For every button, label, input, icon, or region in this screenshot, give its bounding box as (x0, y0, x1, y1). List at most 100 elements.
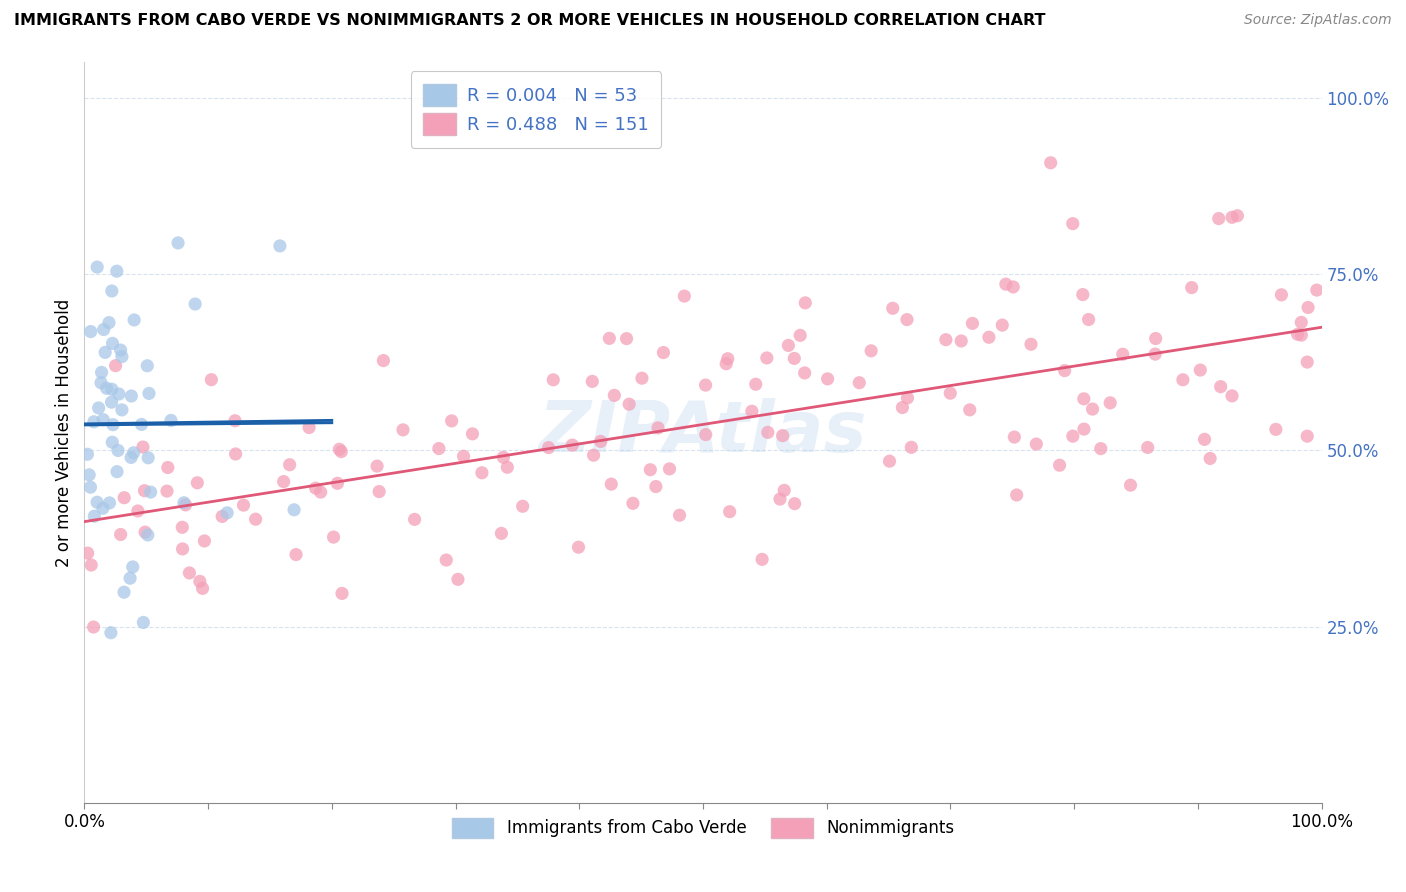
Point (598, 331, 620, 345)
Point (1264, 422, 1286, 436)
Point (1296, 355, 1319, 369)
Point (658, 462, 681, 476)
Point (91, 412, 114, 426)
Point (80, 325, 103, 339)
Point (512, 500, 534, 514)
Point (794, 296, 817, 310)
Point (647, 421, 669, 435)
Point (581, 375, 603, 389)
Point (167, 235, 190, 250)
Point (225, 447, 247, 461)
Point (322, 530, 344, 544)
Y-axis label: 2 or more Vehicles in Household: 2 or more Vehicles in Household (55, 299, 73, 566)
Point (1181, 280, 1204, 294)
Point (879, 454, 901, 468)
Point (96, 381, 118, 395)
Point (714, 357, 737, 371)
Point (111, 403, 134, 417)
Point (232, 498, 254, 512)
Point (1291, 328, 1313, 343)
Point (589, 434, 612, 449)
Point (718, 505, 741, 519)
Point (1306, 283, 1329, 297)
Point (621, 496, 644, 510)
Point (191, 582, 214, 596)
Point (537, 441, 560, 455)
Point (1220, 211, 1243, 225)
Point (136, 450, 159, 465)
Point (76, 447, 98, 461)
Point (1073, 422, 1095, 436)
Point (1081, 402, 1104, 417)
Point (139, 485, 162, 500)
Point (193, 533, 215, 548)
Point (110, 343, 132, 357)
Point (330, 586, 353, 600)
Point (471, 466, 494, 480)
Point (543, 373, 565, 387)
Point (184, 297, 207, 311)
Point (101, 435, 124, 450)
Point (1286, 327, 1309, 342)
Point (1144, 332, 1167, 346)
Point (600, 477, 623, 491)
Point (86, 260, 108, 274)
Point (273, 475, 295, 489)
Point (561, 438, 583, 452)
Point (101, 382, 124, 396)
Point (269, 239, 291, 253)
Point (1226, 209, 1249, 223)
Point (1112, 347, 1135, 361)
Point (105, 465, 128, 479)
Point (373, 353, 395, 368)
Point (134, 525, 156, 540)
Point (179, 566, 201, 580)
Point (172, 541, 194, 556)
Point (1289, 315, 1312, 329)
Point (631, 371, 654, 385)
Point (132, 615, 155, 630)
Point (283, 503, 305, 517)
Point (1194, 433, 1216, 447)
Point (120, 389, 142, 403)
Point (120, 571, 142, 585)
Point (848, 376, 870, 390)
Point (427, 442, 450, 456)
Point (211, 509, 233, 524)
Point (652, 345, 675, 359)
Point (172, 520, 194, 534)
Point (717, 351, 740, 366)
Legend: Immigrants from Cabo Verde, Nonimmigrants: Immigrants from Cabo Verde, Nonimmigrant… (443, 809, 963, 847)
Point (896, 391, 918, 405)
Point (112, 491, 135, 505)
Point (101, 284, 124, 298)
Point (1039, 155, 1062, 169)
Point (1099, 396, 1122, 410)
Point (83, 620, 105, 634)
Point (440, 414, 463, 428)
Point (104, 359, 127, 373)
Point (447, 572, 470, 586)
Point (644, 479, 666, 493)
Text: Source: ZipAtlas.com: Source: ZipAtlas.com (1244, 13, 1392, 28)
Point (110, 527, 132, 541)
Point (567, 540, 589, 554)
Point (891, 401, 914, 415)
Point (107, 443, 129, 458)
Point (1208, 211, 1230, 226)
Point (77, 467, 100, 482)
Point (603, 388, 626, 402)
Point (217, 506, 239, 520)
Point (138, 386, 160, 401)
Point (882, 301, 904, 316)
Point (991, 318, 1014, 332)
Point (101, 336, 124, 351)
Point (950, 334, 973, 348)
Point (309, 485, 332, 500)
Point (496, 460, 519, 475)
Text: IMMIGRANTS FROM CABO VERDE VS NONIMMIGRANTS 2 OR MORE VEHICLES IN HOUSEHOLD CORR: IMMIGRANTS FROM CABO VERDE VS NONIMMIGRA… (14, 13, 1046, 29)
Point (173, 496, 195, 510)
Point (434, 553, 457, 567)
Point (860, 343, 883, 358)
Point (1296, 301, 1319, 315)
